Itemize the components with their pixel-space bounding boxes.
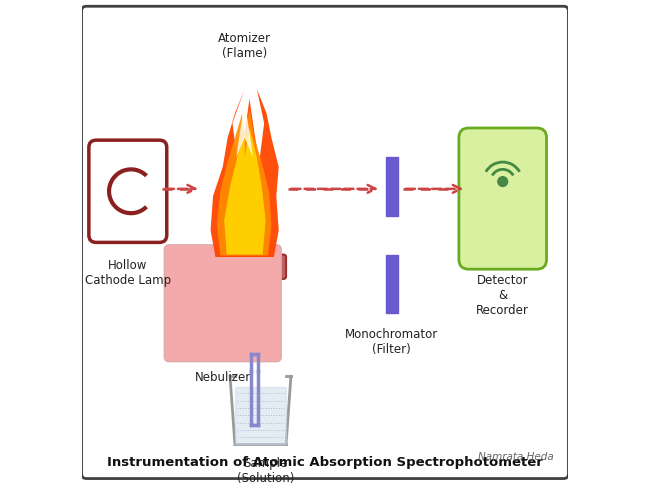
Text: Detector
&
Recorder: Detector & Recorder	[476, 274, 529, 317]
Bar	[235, 387, 286, 445]
Bar	[237, 277, 242, 350]
FancyBboxPatch shape	[81, 6, 569, 479]
Text: Nebulizer: Nebulizer	[194, 371, 251, 385]
Text: Monochromator
(Filter): Monochromator (Filter)	[345, 328, 438, 355]
Bar	[386, 157, 398, 215]
Polygon shape	[217, 108, 272, 255]
FancyBboxPatch shape	[203, 254, 286, 279]
Polygon shape	[224, 128, 266, 254]
Polygon shape	[211, 89, 279, 257]
Text: Sample
(Solution): Sample (Solution)	[237, 457, 294, 485]
FancyBboxPatch shape	[89, 140, 167, 243]
Bar	[246, 277, 252, 350]
FancyBboxPatch shape	[164, 245, 281, 362]
Text: Hollow
Cathode Lamp: Hollow Cathode Lamp	[84, 259, 171, 287]
Text: Namrata Heda: Namrata Heda	[478, 452, 554, 461]
Bar	[231, 340, 258, 352]
FancyBboxPatch shape	[459, 128, 547, 269]
Polygon shape	[237, 99, 253, 157]
Bar	[386, 254, 398, 313]
Text: Instrumentation of Atomic Absorption Spectrophotometer: Instrumentation of Atomic Absorption Spe…	[107, 456, 543, 469]
Circle shape	[498, 176, 508, 186]
Text: Atomizer
(Flame): Atomizer (Flame)	[218, 32, 271, 60]
